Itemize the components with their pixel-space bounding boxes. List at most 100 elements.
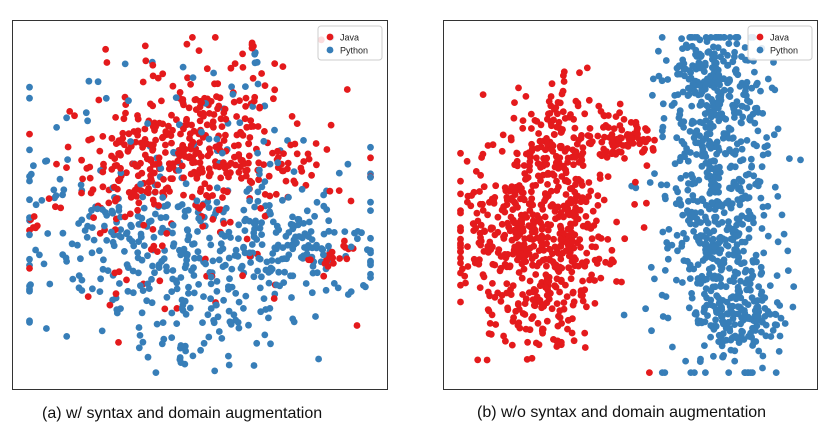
- point-java: [158, 97, 165, 105]
- point-java: [558, 278, 565, 285]
- point-python: [152, 210, 159, 218]
- point-java: [553, 123, 561, 131]
- point-java: [470, 220, 478, 228]
- point-java: [582, 213, 590, 220]
- point-python: [240, 243, 248, 251]
- point-python: [172, 277, 180, 285]
- point-python: [702, 159, 710, 167]
- point-python: [144, 120, 152, 127]
- point-python: [704, 173, 711, 181]
- point-python: [732, 182, 740, 189]
- point-java: [140, 221, 148, 229]
- point-python: [26, 255, 33, 263]
- point-java: [539, 206, 547, 213]
- point-java: [308, 171, 315, 179]
- point-python: [217, 240, 225, 248]
- point-java: [96, 147, 104, 155]
- point-java: [527, 110, 535, 118]
- point-java: [305, 256, 312, 264]
- point-python: [687, 149, 694, 156]
- point-java: [189, 34, 196, 41]
- point-java: [510, 219, 518, 227]
- point-python: [688, 211, 696, 219]
- point-java: [457, 190, 464, 198]
- point-java: [497, 298, 505, 305]
- point-java: [270, 295, 278, 302]
- point-python: [710, 43, 717, 51]
- point-java: [523, 214, 531, 221]
- point-java: [473, 209, 481, 217]
- point-java: [621, 235, 629, 243]
- point-python: [759, 110, 767, 117]
- point-python: [232, 246, 240, 254]
- point-python: [776, 332, 784, 340]
- point-java: [149, 61, 157, 69]
- point-python: [703, 275, 710, 283]
- point-java: [506, 263, 514, 271]
- point-python: [281, 268, 288, 276]
- point-java: [541, 197, 548, 205]
- point-java: [161, 305, 169, 313]
- point-java: [211, 34, 219, 41]
- point-java: [560, 78, 568, 85]
- point-java: [583, 64, 591, 72]
- point-java: [226, 218, 234, 226]
- point-python: [254, 267, 261, 275]
- point-python: [59, 191, 66, 199]
- point-python: [254, 149, 261, 157]
- point-python: [709, 274, 717, 282]
- point-python: [248, 241, 256, 248]
- point-python: [706, 189, 714, 197]
- point-java: [528, 354, 536, 362]
- point-java: [500, 332, 507, 340]
- point-java: [305, 155, 313, 163]
- point-java: [554, 99, 562, 106]
- point-python: [726, 265, 733, 272]
- point-java: [195, 149, 203, 157]
- point-python: [272, 229, 280, 236]
- point-java: [501, 184, 509, 192]
- point-java: [293, 150, 301, 158]
- point-python: [771, 86, 779, 94]
- point-python: [722, 115, 730, 123]
- point-python: [776, 302, 784, 309]
- point-python: [181, 213, 189, 220]
- point-python: [303, 250, 311, 258]
- point-python: [657, 181, 665, 189]
- point-python: [724, 61, 732, 69]
- point-java: [79, 175, 86, 183]
- point-java: [147, 246, 155, 253]
- point-java: [564, 154, 572, 162]
- point-java: [546, 245, 554, 253]
- point-python: [250, 273, 258, 281]
- point-java: [115, 150, 122, 158]
- point-python: [215, 328, 223, 335]
- point-java: [643, 126, 651, 134]
- point-python: [729, 315, 737, 322]
- point-python: [714, 79, 721, 87]
- point-python: [113, 309, 121, 317]
- point-python: [222, 204, 230, 212]
- point-java: [540, 303, 548, 310]
- point-java: [502, 337, 509, 345]
- point-python: [767, 333, 775, 340]
- point-python: [351, 229, 358, 237]
- point-java: [568, 229, 575, 237]
- point-java: [486, 238, 494, 246]
- point-python: [151, 269, 158, 277]
- legend-marker-python: [756, 46, 764, 54]
- point-python: [720, 259, 728, 267]
- point-java: [457, 259, 464, 267]
- point-java: [508, 341, 516, 349]
- point-java: [180, 174, 188, 182]
- point-python: [735, 339, 743, 346]
- point-python: [727, 185, 735, 193]
- point-java: [463, 157, 471, 165]
- point-python: [745, 207, 753, 215]
- point-java: [497, 253, 505, 260]
- point-python: [295, 233, 303, 240]
- point-python: [207, 241, 215, 249]
- point-python: [90, 236, 98, 244]
- point-python: [232, 289, 240, 297]
- point-python: [714, 87, 722, 95]
